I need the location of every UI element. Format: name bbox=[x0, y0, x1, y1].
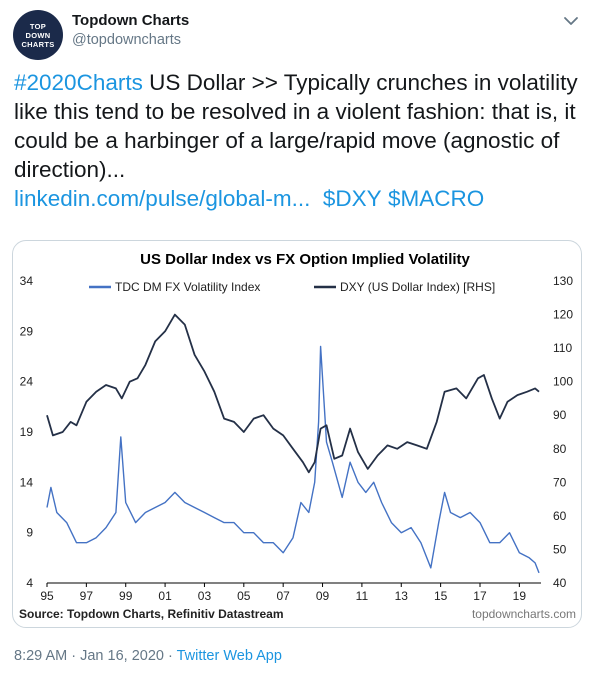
tweet-footer: 8:29 AM · Jan 16, 2020 · Twitter Web App bbox=[14, 648, 282, 664]
x-tick-label: 15 bbox=[434, 589, 448, 603]
display-name[interactable]: Topdown Charts bbox=[72, 12, 190, 29]
x-tick-label: 99 bbox=[119, 589, 133, 603]
chart: US Dollar Index vs FX Option Implied Vol… bbox=[19, 251, 576, 621]
y-right-tick-label: 90 bbox=[553, 408, 567, 422]
cashtag-dxy[interactable]: $DXY bbox=[322, 186, 382, 211]
chart-source: Source: Topdown Charts, Refinitiv Datast… bbox=[19, 607, 284, 621]
y-left-tick-label: 34 bbox=[20, 274, 34, 288]
tweet-text: #2020Charts US Dollar >> Typically crunc… bbox=[14, 68, 584, 213]
article-link[interactable]: linkedin.com/pulse/global-m... bbox=[14, 186, 311, 211]
x-tick-label: 03 bbox=[198, 589, 212, 603]
hashtag-link[interactable]: #2020Charts bbox=[14, 70, 143, 95]
x-tick-label: 05 bbox=[237, 589, 251, 603]
x-tick-label: 19 bbox=[513, 589, 527, 603]
source-app[interactable]: Twitter Web App bbox=[176, 648, 282, 664]
tweet-date[interactable]: Jan 16, 2020 bbox=[80, 648, 164, 664]
y-right-tick-label: 60 bbox=[553, 509, 567, 523]
chevron-down-icon[interactable] bbox=[560, 10, 582, 32]
series-line-dxy bbox=[46, 313, 540, 474]
y-right-tick-label: 50 bbox=[553, 542, 567, 556]
x-tick-label: 11 bbox=[356, 589, 369, 603]
y-right-tick-label: 100 bbox=[553, 375, 573, 389]
y-right-tick-label: 120 bbox=[553, 308, 573, 322]
x-tick-label: 95 bbox=[40, 589, 54, 603]
y-right-tick-label: 110 bbox=[553, 341, 572, 355]
y-left-tick-label: 9 bbox=[26, 526, 33, 540]
x-tick-label: 09 bbox=[316, 589, 330, 603]
chart-watermark: topdowncharts.com bbox=[472, 607, 576, 621]
y-left-tick-label: 14 bbox=[20, 475, 34, 489]
footer-sep-2: · bbox=[168, 648, 173, 664]
legend-dxy-label: DXY (US Dollar Index) [RHS] bbox=[340, 280, 495, 294]
y-left-tick-label: 19 bbox=[20, 425, 34, 439]
user-handle[interactable]: @topdowncharts bbox=[72, 32, 182, 48]
avatar-line-1: TOP bbox=[29, 21, 47, 31]
chart-title: US Dollar Index vs FX Option Implied Vol… bbox=[140, 251, 470, 268]
y-right-tick-label: 70 bbox=[553, 475, 567, 489]
avatar-line-2: DOWN bbox=[25, 30, 51, 40]
x-tick-label: 17 bbox=[473, 589, 487, 603]
y-right-tick-label: 130 bbox=[553, 274, 573, 288]
y-left-tick-label: 4 bbox=[26, 576, 33, 590]
avatar-line-3: CHARTS bbox=[21, 39, 55, 49]
x-tick-label: 13 bbox=[395, 589, 409, 603]
x-tick-label: 01 bbox=[158, 589, 172, 603]
tweet-time[interactable]: 8:29 AM bbox=[14, 648, 68, 664]
x-tick-label: 97 bbox=[80, 589, 94, 603]
series-line-volatility bbox=[46, 345, 540, 574]
x-tick-label: 07 bbox=[276, 589, 290, 603]
legend-vol-label: TDC DM FX Volatility Index bbox=[115, 280, 260, 294]
y-left-tick-label: 24 bbox=[20, 375, 34, 389]
y-right-tick-label: 40 bbox=[553, 576, 567, 590]
footer-sep-1: · bbox=[71, 648, 77, 664]
tweet-body: US Dollar >> Typically crunches in volat… bbox=[14, 70, 578, 182]
y-left-tick-label: 29 bbox=[20, 324, 34, 338]
cashtag-macro[interactable]: $MACRO bbox=[387, 186, 485, 211]
plot-area: 95 97 99 01 03 05 07 09 11 13 15 17 19 34 29 24 19 14 9 4 13… bbox=[20, 274, 574, 603]
avatar[interactable]: TOP DOWN CHARTS bbox=[13, 10, 63, 60]
y-right-tick-label: 80 bbox=[553, 442, 567, 456]
chart-card[interactable]: US Dollar Index vs FX Option Implied Vol… bbox=[12, 240, 582, 628]
